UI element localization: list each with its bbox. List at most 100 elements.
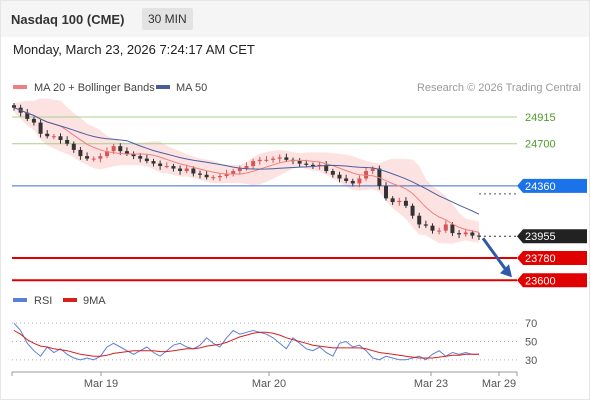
header-bar: Nasdaq 100 (CME) 30 MIN — [1, 1, 589, 37]
rsi-ma-line — [13, 330, 479, 359]
candle — [237, 168, 242, 172]
candle — [151, 161, 156, 164]
level-label-23600: 23600 — [525, 275, 556, 287]
rsi-plot: 30 50 70 — [12, 318, 537, 367]
candle — [25, 112, 30, 119]
legend-rsi-label: RSI — [34, 295, 52, 307]
interval-button[interactable]: 30 MIN — [142, 8, 193, 30]
candle — [397, 200, 402, 203]
ma20-line — [13, 107, 480, 233]
candle — [158, 163, 163, 167]
candle — [12, 105, 16, 108]
candle — [324, 164, 329, 172]
candle — [457, 233, 462, 235]
price-plot: 24915 24700 24360 23780 23600 23955 — [12, 98, 587, 288]
candle — [423, 224, 428, 226]
x-tick-label: Mar 23 — [414, 378, 448, 390]
copyright-text: Research © 2026 Trading Central — [417, 82, 581, 94]
candle — [450, 224, 455, 234]
last-price-label: 23955 — [525, 231, 556, 243]
x-tick-label: Mar 19 — [84, 378, 118, 390]
candle — [211, 177, 216, 179]
ma50-line — [13, 107, 480, 215]
x-tick-label: Mar 29 — [482, 378, 516, 390]
candle — [344, 178, 349, 181]
candle — [118, 146, 123, 152]
timestamp: Monday, March 23, 2026 7:24:17 AM CET — [13, 42, 255, 57]
candle — [430, 225, 435, 231]
projection-arrow — [481, 237, 509, 273]
candle — [257, 159, 262, 162]
candle — [470, 232, 475, 236]
candle — [78, 149, 83, 157]
candle — [370, 168, 375, 172]
candle — [350, 180, 355, 184]
candle — [105, 151, 109, 157]
candle — [463, 232, 468, 235]
rsi-tick-50: 50 — [525, 337, 537, 349]
bollinger-band — [14, 98, 479, 244]
rsi-tick-70: 70 — [525, 318, 537, 330]
candle — [98, 156, 103, 159]
candle — [131, 153, 136, 157]
candle — [138, 156, 143, 159]
level-tag-24360 — [517, 178, 587, 193]
candle — [244, 166, 249, 169]
candle — [337, 174, 342, 179]
candle — [364, 171, 369, 179]
legend-rsi-ma-label: 9MA — [83, 295, 106, 307]
level-label-24700: 24700 — [525, 139, 556, 151]
candle — [251, 161, 256, 167]
candle — [330, 171, 335, 175]
legend-ma50-label: MA 50 — [176, 82, 207, 94]
candle — [277, 157, 282, 159]
candle — [85, 156, 90, 159]
rsi-tick-30: 30 — [525, 355, 537, 367]
candle — [51, 136, 56, 138]
candle — [124, 151, 129, 154]
candle — [184, 168, 189, 172]
candle — [271, 158, 276, 160]
candle — [71, 143, 76, 150]
candle — [191, 168, 196, 174]
candle — [297, 161, 302, 164]
time-axis: Mar 19 Mar 20 Mar 23 Mar 29 — [11, 371, 518, 390]
legend-ma20-label: MA 20 + Bollinger Bands — [34, 82, 155, 94]
candle — [217, 175, 222, 178]
candle — [384, 185, 388, 199]
candle — [111, 146, 116, 152]
level-tag-23780 — [517, 250, 587, 265]
candle — [410, 205, 415, 216]
candle — [91, 158, 96, 160]
candle — [65, 139, 70, 144]
candle — [198, 173, 202, 175]
candle — [304, 163, 309, 165]
candle — [437, 230, 442, 232]
candle — [417, 215, 422, 225]
candle — [164, 166, 169, 168]
level-label-23780: 23780 — [525, 253, 556, 265]
candle — [144, 158, 149, 162]
level-label-24915: 24915 — [525, 112, 556, 124]
candle — [357, 178, 362, 184]
candle — [310, 164, 315, 167]
projection-arrowhead — [500, 264, 512, 278]
level-label-24360: 24360 — [525, 181, 556, 193]
candle — [231, 171, 236, 174]
candle — [443, 224, 448, 231]
candle — [31, 118, 36, 123]
candle — [45, 133, 50, 137]
instrument-title: Nasdaq 100 (CME) — [11, 12, 125, 27]
candle — [38, 122, 43, 134]
candle — [171, 166, 176, 169]
last-price-tag — [517, 229, 587, 244]
candle — [403, 200, 408, 206]
level-tag-23600 — [517, 273, 587, 288]
candle — [204, 174, 209, 178]
candle — [224, 173, 229, 176]
candle — [390, 198, 395, 203]
candle — [178, 168, 183, 172]
x-tick-label: Mar 20 — [252, 378, 286, 390]
